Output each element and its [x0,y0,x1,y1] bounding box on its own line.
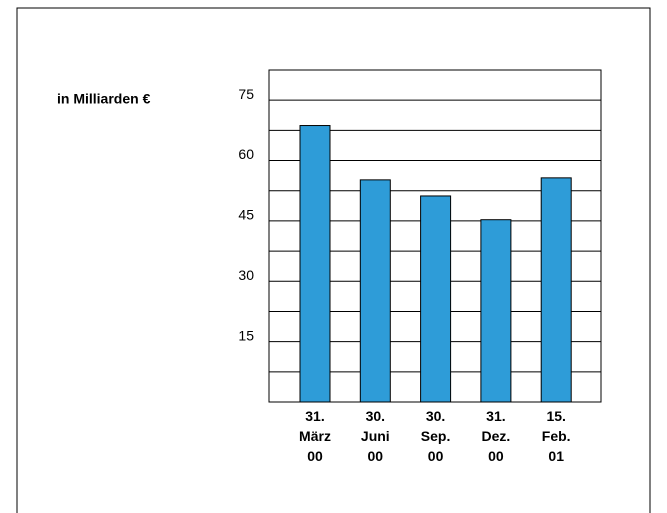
bar [480,219,512,403]
x-tick-label: 31. Dez. 00 [482,408,511,464]
x-tick-label: 30. Sep. 00 [421,408,451,464]
x-tick-label: 31. März 00 [299,408,331,464]
y-tick-label: 15 [238,327,254,343]
x-tick-label: 30. Juni 00 [361,408,390,464]
bar [540,177,572,403]
y-tick-label: 45 [238,207,254,223]
y-tick-label: 60 [238,146,254,162]
y-axis-label: in Milliarden € [57,91,151,107]
bar [420,195,452,403]
y-tick-label: 75 [238,86,254,102]
y-tick-label: 30 [238,267,254,283]
bar [359,179,391,403]
x-tick-label: 15. Feb. 01 [542,408,571,464]
bar [299,125,331,403]
frame [16,7,651,513]
